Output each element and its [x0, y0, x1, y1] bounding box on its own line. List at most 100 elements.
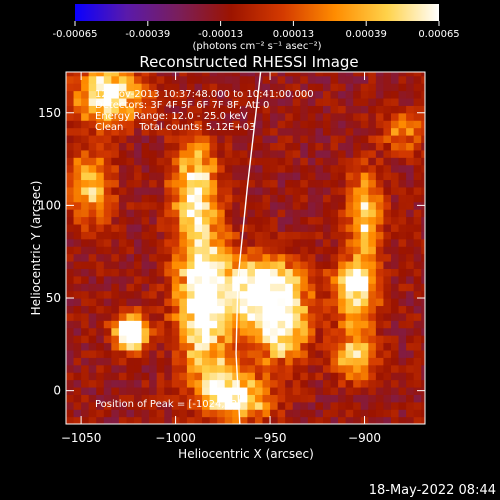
heatmap-cell: [224, 305, 233, 314]
heatmap-cell: [217, 298, 226, 307]
heatmap-cell: [81, 335, 90, 344]
heatmap-cell: [292, 83, 301, 92]
heatmap-cell: [111, 253, 120, 262]
heatmap-cell: [232, 194, 241, 203]
heatmap-cell: [277, 416, 286, 424]
heatmap-cell: [406, 194, 415, 203]
heatmap-cell: [254, 327, 264, 336]
heatmap-cell: [375, 172, 385, 181]
heatmap-cell: [202, 179, 211, 188]
heatmap-cell: [96, 268, 105, 277]
heatmap-cell: [239, 75, 248, 84]
heatmap-cell: [353, 409, 362, 418]
heatmap-cell: [307, 379, 317, 388]
heatmap-cell: [338, 179, 347, 188]
heatmap-cell: [217, 416, 226, 424]
heatmap-cell: [300, 268, 309, 277]
heatmap-cell: [194, 246, 203, 255]
heatmap-cell: [202, 194, 211, 203]
heatmap-cell: [383, 335, 392, 344]
heatmap-cell: [292, 179, 301, 188]
heatmap-cell: [345, 290, 354, 299]
heatmap-cell: [360, 349, 369, 358]
heatmap-cell: [421, 260, 425, 269]
heatmap-cell: [421, 268, 425, 277]
heatmap-cell: [292, 401, 301, 410]
heatmap-cell: [413, 335, 422, 344]
heatmap-cell: [338, 327, 347, 336]
heatmap-cell: [315, 394, 324, 403]
heatmap-cell: [398, 194, 407, 203]
heatmap-cell: [406, 312, 415, 321]
heatmap-cell: [156, 349, 165, 358]
heatmap-cell: [224, 97, 233, 106]
heatmap-cell: [126, 379, 135, 388]
heatmap-cell: [194, 305, 203, 314]
heatmap-cell: [247, 305, 256, 314]
heatmap-cell: [224, 253, 233, 262]
heatmap-cell: [164, 105, 173, 114]
heatmap-cell: [292, 298, 301, 307]
heatmap-cell: [285, 342, 294, 351]
heatmap-cell: [285, 231, 294, 240]
heatmap-cell: [254, 275, 264, 284]
heatmap-cell: [73, 386, 82, 395]
heatmap-cell: [164, 186, 173, 195]
heatmap-cell: [96, 364, 105, 373]
heatmap-cell: [73, 83, 82, 92]
heatmap-cell: [353, 379, 362, 388]
heatmap-cell: [300, 201, 309, 210]
heatmap-cell: [338, 298, 347, 307]
heatmap-cell: [141, 327, 150, 336]
heatmap-cell: [360, 327, 369, 336]
heatmap-cell: [390, 194, 400, 203]
heatmap-cell: [202, 83, 211, 92]
heatmap-cell: [186, 335, 196, 344]
heatmap-cell: [353, 105, 362, 114]
heatmap-cell: [186, 231, 196, 240]
heatmap-cell: [421, 105, 425, 114]
heatmap-cell: [285, 186, 294, 195]
heatmap-cell: [103, 364, 112, 373]
heatmap-cell: [194, 320, 203, 329]
heatmap-cell: [126, 157, 135, 166]
heatmap-cell: [118, 112, 128, 121]
heatmap-cell: [254, 172, 264, 181]
heatmap-cell: [88, 201, 97, 210]
heatmap-cell: [277, 298, 286, 307]
heatmap-cell: [270, 379, 279, 388]
heatmap-cell: [141, 186, 150, 195]
heatmap-cell: [81, 305, 90, 314]
heatmap-cell: [224, 379, 233, 388]
heatmap-cell: [353, 127, 362, 136]
heatmap-cell: [330, 142, 339, 151]
heatmap-cell: [66, 253, 75, 262]
heatmap-cell: [179, 253, 188, 262]
heatmap-cell: [353, 134, 362, 143]
heatmap-cell: [149, 97, 158, 106]
heatmap-cell: [406, 320, 415, 329]
heatmap-cell: [126, 179, 135, 188]
heatmap-cell: [179, 97, 188, 106]
heatmap-cell: [262, 283, 271, 292]
heatmap-cell: [330, 164, 339, 173]
heatmap-cell: [179, 127, 188, 136]
heatmap-cell: [103, 238, 112, 247]
heatmap-cell: [126, 97, 135, 106]
heatmap-cell: [421, 305, 425, 314]
heatmap-cell: [118, 172, 128, 181]
heatmap-cell: [118, 97, 128, 106]
heatmap-cell: [406, 268, 415, 277]
heatmap-cell: [322, 149, 332, 158]
heatmap-cell: [368, 112, 377, 121]
heatmap-cell: [118, 142, 128, 151]
heatmap-cell: [262, 149, 271, 158]
heatmap-cell: [398, 216, 407, 225]
heatmap-cell: [118, 253, 128, 262]
heatmap-cell: [330, 335, 339, 344]
heatmap-cell: [285, 157, 294, 166]
heatmap-cell: [247, 72, 256, 77]
heatmap-cell: [345, 335, 354, 344]
heatmap-cell: [398, 409, 407, 418]
heatmap-cell: [217, 149, 226, 158]
